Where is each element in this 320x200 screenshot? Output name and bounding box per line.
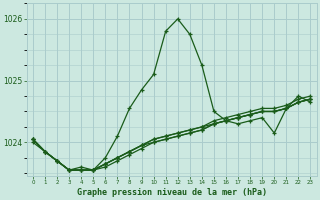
X-axis label: Graphe pression niveau de la mer (hPa): Graphe pression niveau de la mer (hPa) bbox=[77, 188, 267, 197]
